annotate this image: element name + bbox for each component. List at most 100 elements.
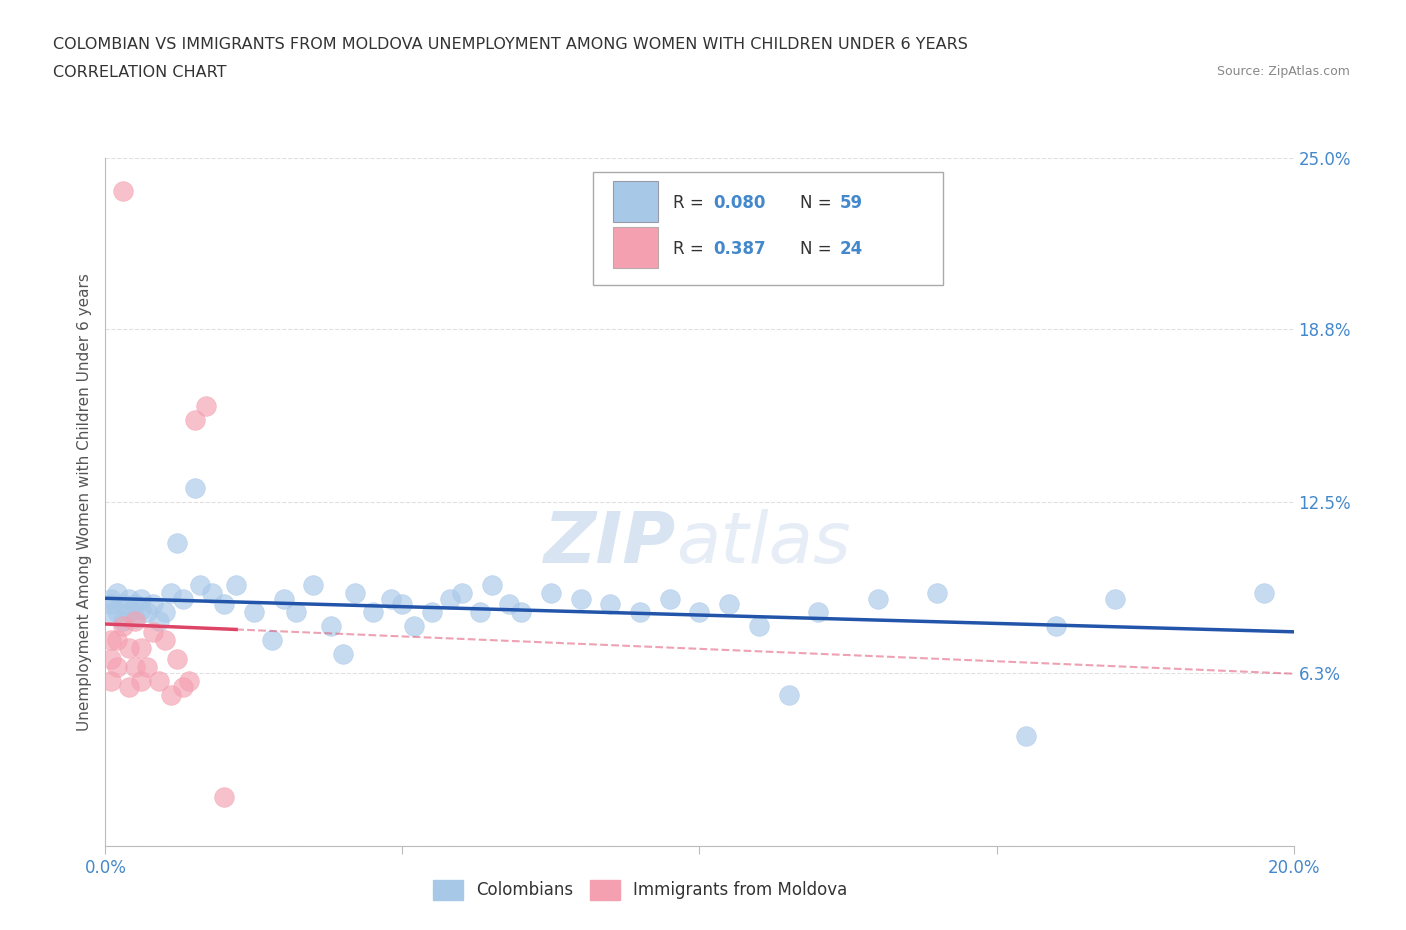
Text: R =: R = <box>673 193 710 212</box>
FancyBboxPatch shape <box>592 172 943 286</box>
Point <box>153 604 176 619</box>
Point <box>183 481 205 496</box>
Legend: Colombians, Immigrants from Moldova: Colombians, Immigrants from Moldova <box>426 873 853 907</box>
Point <box>361 604 384 619</box>
Point <box>380 591 402 606</box>
Point <box>118 604 141 619</box>
Point <box>1015 729 1038 744</box>
Point <box>214 597 236 612</box>
Text: R =: R = <box>673 240 710 258</box>
Text: N =: N = <box>800 240 838 258</box>
Point <box>100 673 122 688</box>
Point <box>124 613 146 628</box>
Text: atlas: atlas <box>676 509 851 578</box>
Point <box>112 184 135 199</box>
Point <box>450 586 472 601</box>
Point <box>273 591 295 606</box>
Point <box>391 597 413 612</box>
Point <box>439 591 461 606</box>
Point <box>1253 586 1275 601</box>
Point <box>195 398 218 413</box>
Point <box>807 604 830 619</box>
Text: ZIP: ZIP <box>544 509 676 578</box>
Point <box>302 578 325 592</box>
Point <box>124 660 146 675</box>
Point <box>166 536 188 551</box>
Point <box>129 602 152 617</box>
Point <box>332 646 354 661</box>
Text: CORRELATION CHART: CORRELATION CHART <box>53 65 226 80</box>
Point <box>260 632 283 647</box>
Point <box>112 618 135 633</box>
Point <box>118 641 141 656</box>
Point <box>404 618 426 633</box>
Text: COLOMBIAN VS IMMIGRANTS FROM MOLDOVA UNEMPLOYMENT AMONG WOMEN WITH CHILDREN UNDE: COLOMBIAN VS IMMIGRANTS FROM MOLDOVA UNE… <box>53 37 969 52</box>
Text: N =: N = <box>800 193 838 212</box>
Point <box>105 604 128 619</box>
Y-axis label: Unemployment Among Women with Children Under 6 years: Unemployment Among Women with Children U… <box>77 273 93 731</box>
Text: Source: ZipAtlas.com: Source: ZipAtlas.com <box>1216 65 1350 78</box>
Point <box>748 618 770 633</box>
Point <box>718 597 741 612</box>
Point <box>540 586 562 601</box>
Point <box>105 632 128 647</box>
Point <box>142 624 165 639</box>
Point <box>148 673 170 688</box>
Point <box>136 604 159 619</box>
Point <box>778 687 800 702</box>
Point <box>159 687 181 702</box>
Point <box>343 586 366 601</box>
Point <box>569 591 592 606</box>
Text: 59: 59 <box>839 193 863 212</box>
Point <box>481 578 503 592</box>
Point <box>468 604 491 619</box>
Point <box>183 412 205 427</box>
Point <box>159 586 181 601</box>
Point <box>100 597 122 612</box>
Point <box>105 660 128 675</box>
Point <box>124 610 146 625</box>
Point <box>498 597 520 612</box>
Point <box>153 632 176 647</box>
Point <box>100 604 122 619</box>
Point <box>177 673 200 688</box>
Point <box>172 679 194 694</box>
Point <box>243 604 266 619</box>
Point <box>148 613 170 628</box>
Point <box>112 597 135 612</box>
Point <box>201 586 224 601</box>
Point <box>284 604 307 619</box>
Point <box>510 604 533 619</box>
Text: 0.080: 0.080 <box>714 193 766 212</box>
Point <box>118 591 141 606</box>
Point <box>321 618 343 633</box>
Point <box>172 591 194 606</box>
Point <box>1045 618 1067 633</box>
Point <box>420 604 443 619</box>
Point <box>105 586 128 601</box>
Point <box>927 586 949 601</box>
Point <box>124 597 146 612</box>
Text: 24: 24 <box>839 240 863 258</box>
Point <box>166 652 188 667</box>
Point <box>628 604 651 619</box>
Point <box>118 679 141 694</box>
Point <box>225 578 247 592</box>
Point <box>214 790 236 804</box>
Point <box>866 591 889 606</box>
Point <box>100 652 122 667</box>
Point <box>129 591 152 606</box>
FancyBboxPatch shape <box>613 180 658 222</box>
Point <box>100 632 122 647</box>
Point <box>136 660 159 675</box>
Point <box>190 578 212 592</box>
Point <box>1104 591 1126 606</box>
Text: 0.387: 0.387 <box>714 240 766 258</box>
Point <box>129 641 152 656</box>
Point <box>129 673 152 688</box>
Point <box>112 613 135 628</box>
Point <box>142 597 165 612</box>
Point <box>689 604 711 619</box>
Point <box>100 591 122 606</box>
FancyBboxPatch shape <box>613 227 658 268</box>
